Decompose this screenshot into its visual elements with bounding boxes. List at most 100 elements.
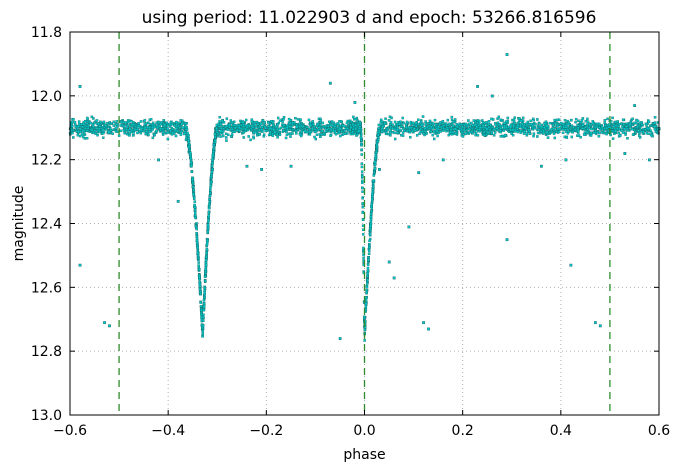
data-point — [104, 128, 108, 131]
data-point — [253, 123, 257, 126]
data-point — [202, 299, 206, 302]
data-point — [415, 124, 418, 128]
data-point — [134, 128, 138, 131]
data-point — [511, 123, 515, 126]
data-point — [225, 139, 228, 142]
data-point — [530, 122, 533, 126]
data-point — [475, 125, 478, 129]
data-point — [94, 132, 98, 135]
data-point — [389, 133, 392, 137]
data-point — [424, 123, 428, 127]
data-point — [411, 121, 415, 125]
data-point — [538, 122, 541, 125]
data-point — [179, 133, 183, 136]
data-point — [94, 127, 98, 130]
data-point — [476, 119, 479, 122]
data-point — [633, 121, 636, 125]
outlier-point — [505, 238, 509, 242]
data-point — [211, 161, 214, 165]
data-point — [198, 282, 202, 286]
data-point — [384, 117, 387, 120]
data-point — [298, 125, 301, 128]
data-point — [198, 280, 201, 284]
outlier-point — [338, 337, 342, 340]
data-point — [418, 132, 421, 136]
data-point — [588, 123, 591, 127]
data-point — [429, 130, 433, 133]
data-point — [329, 124, 332, 127]
data-point — [207, 211, 211, 214]
data-point — [111, 132, 114, 135]
data-point — [222, 134, 225, 138]
data-point — [540, 125, 544, 129]
data-point — [282, 115, 286, 119]
data-point — [415, 134, 419, 137]
data-point — [597, 135, 601, 138]
data-point — [361, 190, 364, 193]
data-point — [195, 241, 199, 244]
data-point — [98, 125, 102, 128]
data-point — [405, 126, 408, 130]
data-point — [614, 129, 617, 133]
data-point — [360, 170, 364, 173]
data-point — [636, 125, 639, 128]
data-point — [175, 127, 179, 130]
data-point — [241, 120, 245, 124]
data-point — [558, 127, 562, 130]
data-point — [250, 120, 254, 123]
data-point — [358, 121, 362, 125]
data-point — [139, 120, 143, 123]
data-point — [351, 130, 355, 134]
data-point — [187, 137, 190, 140]
data-point — [428, 127, 431, 130]
data-point — [291, 124, 294, 127]
data-point — [200, 308, 203, 312]
data-point — [159, 122, 163, 126]
data-point — [315, 124, 319, 127]
data-point — [360, 148, 363, 151]
data-point — [206, 223, 210, 227]
data-point — [442, 126, 445, 130]
data-point — [525, 124, 528, 127]
data-point — [364, 302, 368, 306]
data-point — [137, 122, 140, 125]
data-point — [511, 133, 515, 137]
data-point — [564, 125, 568, 129]
data-point — [119, 124, 122, 127]
data-point — [276, 136, 279, 139]
data-point — [624, 125, 628, 128]
data-point — [322, 125, 325, 128]
data-point — [119, 129, 122, 133]
data-point — [374, 155, 378, 158]
data-point — [551, 124, 555, 127]
data-point — [545, 130, 549, 134]
data-point — [307, 118, 311, 122]
data-point — [366, 263, 370, 266]
x-tick-label: −0.6 — [53, 423, 87, 439]
data-point — [339, 120, 343, 123]
data-point — [112, 128, 115, 131]
y-tick-label: 13.0 — [31, 408, 62, 424]
data-point — [452, 124, 455, 128]
data-point — [201, 330, 205, 333]
data-point — [166, 131, 170, 134]
data-point — [385, 131, 388, 134]
data-point — [211, 152, 215, 155]
data-point — [330, 120, 334, 123]
data-point — [70, 120, 74, 124]
data-point — [208, 194, 212, 198]
data-point — [194, 211, 197, 215]
data-point — [264, 129, 267, 133]
data-point — [380, 120, 384, 123]
outlier-point — [157, 158, 160, 162]
data-point — [591, 121, 595, 125]
data-point — [584, 119, 588, 123]
data-point — [144, 131, 147, 135]
data-point — [312, 123, 315, 126]
data-point — [206, 227, 210, 230]
data-point — [471, 123, 474, 127]
data-point — [166, 124, 169, 128]
data-point — [518, 117, 521, 120]
data-point — [198, 277, 201, 281]
data-point — [221, 130, 225, 133]
